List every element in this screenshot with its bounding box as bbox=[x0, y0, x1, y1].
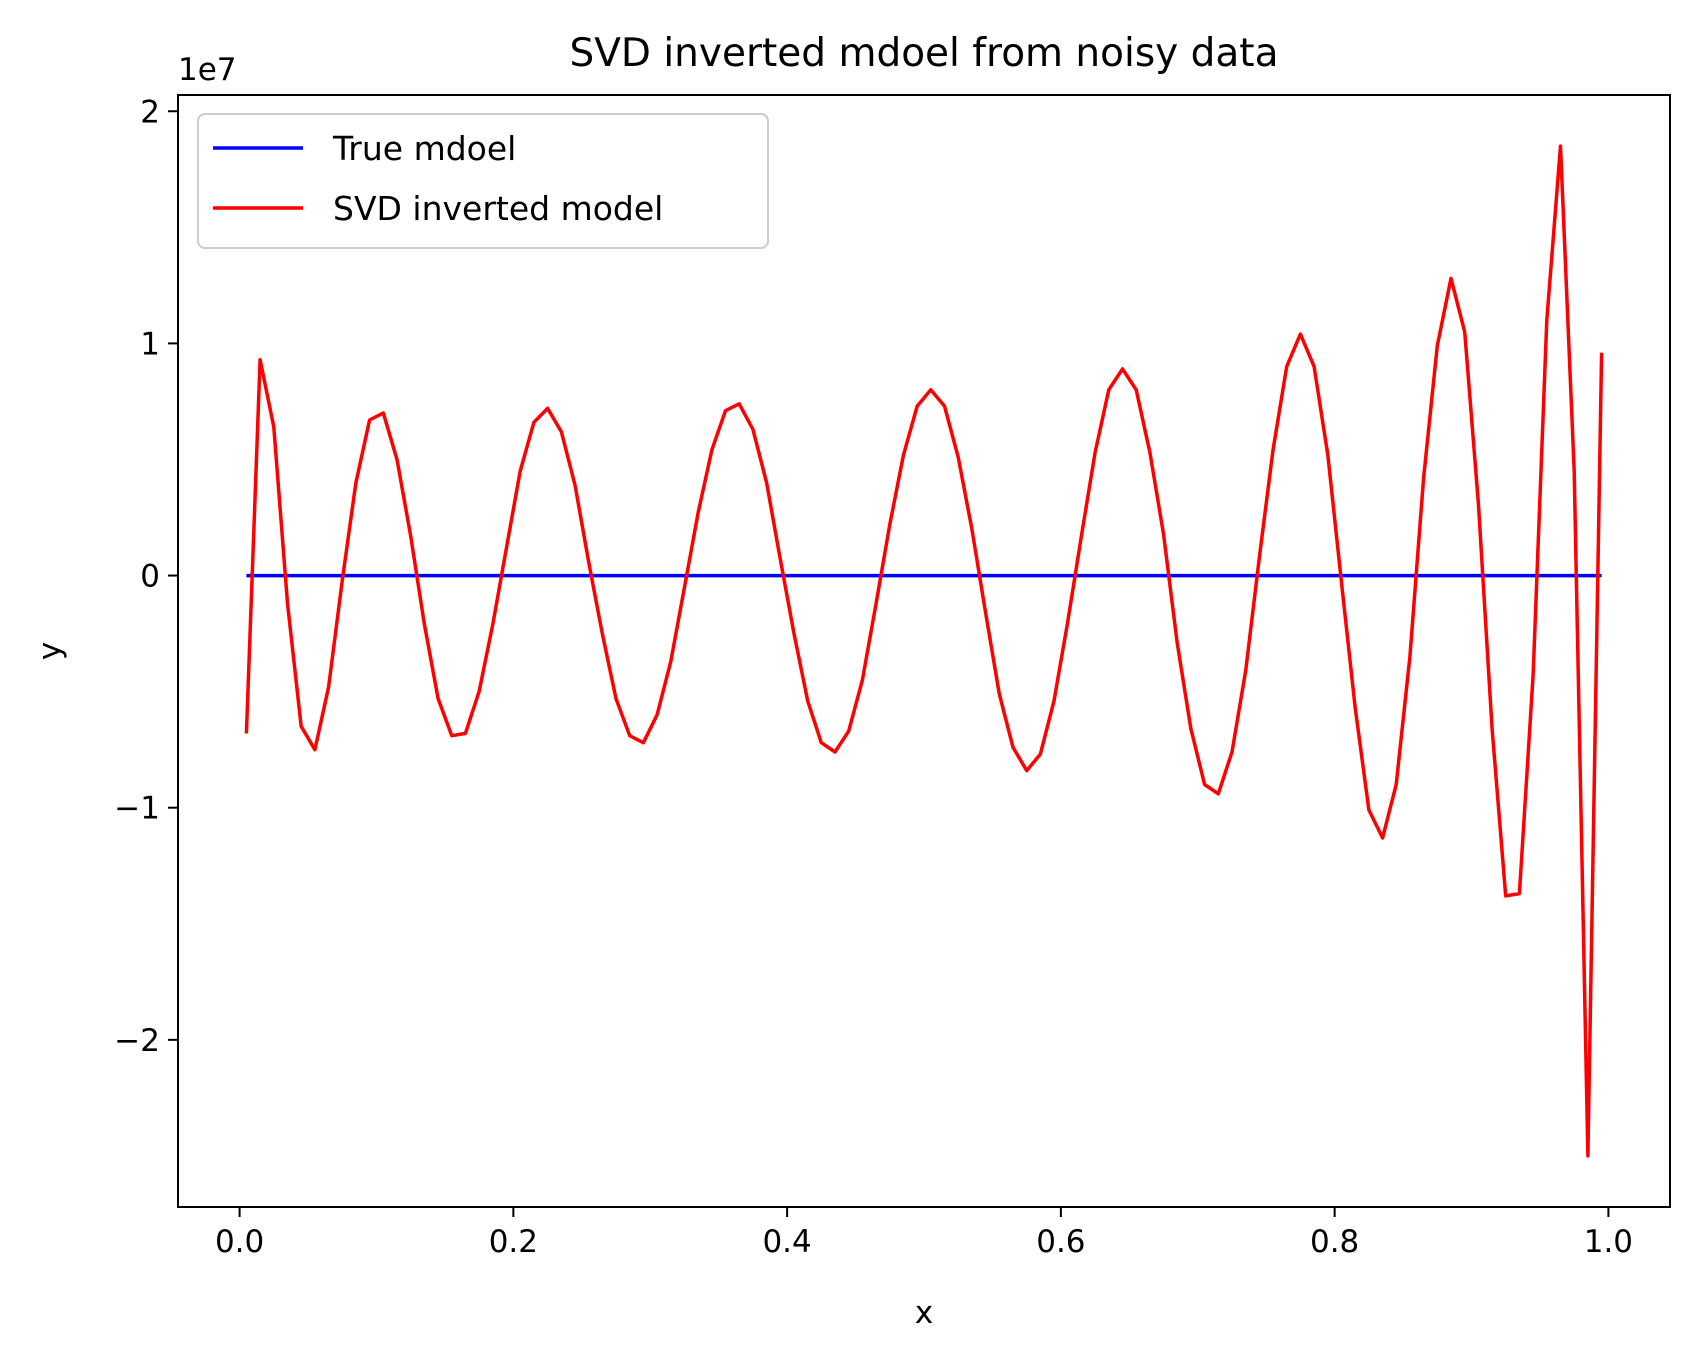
y-tick-label: −2 bbox=[114, 1023, 160, 1059]
chart-title: SVD inverted mdoel from noisy data bbox=[569, 31, 1278, 76]
legend-label-true-model: True mdoel bbox=[332, 129, 516, 168]
axes-frame bbox=[177, 94, 1671, 1208]
series-line-1 bbox=[244, 144, 1604, 1158]
x-tick-label: 0.4 bbox=[762, 1224, 811, 1260]
y-axis: −2 −1 0 1 2 bbox=[114, 94, 178, 1059]
x-tick-label: 0.2 bbox=[489, 1224, 538, 1260]
x-axis: 0.0 0.2 0.4 0.6 0.8 1.0 bbox=[215, 1207, 1633, 1260]
x-tick-label: 1.0 bbox=[1584, 1224, 1633, 1260]
x-tick-label: 0.0 bbox=[215, 1224, 264, 1260]
y-tick-label: 0 bbox=[140, 559, 160, 595]
y-tick-label: 2 bbox=[140, 94, 160, 130]
y-tick-label: −1 bbox=[114, 791, 160, 827]
plot-lines bbox=[244, 144, 1604, 1158]
y-tick-label: 1 bbox=[140, 326, 160, 362]
x-tick-label: 0.8 bbox=[1310, 1224, 1359, 1260]
x-tick-label: 0.6 bbox=[1036, 1224, 1085, 1260]
x-axis-label: x bbox=[915, 1295, 933, 1331]
legend: True mdoel SVD inverted model bbox=[197, 113, 769, 249]
y-axis-label: y bbox=[32, 642, 68, 660]
y-offset-label: 1e7 bbox=[178, 52, 237, 88]
legend-box bbox=[197, 113, 769, 249]
legend-label-svd-model: SVD inverted model bbox=[333, 189, 663, 228]
